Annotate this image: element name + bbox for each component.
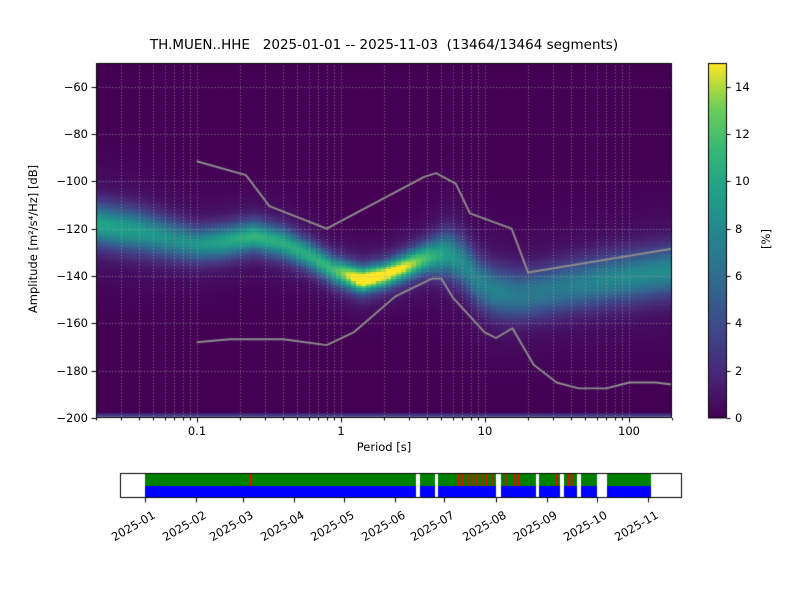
colorbar-tick-label: 8 [735, 222, 743, 236]
y-tick-label: −200 [56, 411, 88, 425]
y-tick-label: −160 [56, 316, 88, 330]
y-tick-label: −140 [56, 269, 88, 283]
x-axis-label: Period [s] [356, 440, 412, 454]
y-tick-label: −80 [63, 127, 88, 141]
colorbar-tick-label: 2 [735, 364, 743, 378]
plot-title: TH.MUEN..HHE 2025-01-01 -- 2025-11-03 (1… [149, 37, 619, 53]
y-tick-label: −100 [56, 174, 88, 188]
colorbar-label: [%] [759, 229, 773, 249]
x-tick-label: 100 [618, 424, 640, 438]
x-tick-label: 1 [337, 424, 345, 438]
y-axis-label: Amplitude [m²/s⁴/Hz] [dB] [26, 164, 40, 314]
x-tick-label: 0.1 [187, 424, 207, 438]
colorbar-tick-label: 6 [735, 269, 743, 283]
colorbar-tick-label: 4 [735, 316, 743, 330]
colorbar-tick-label: 14 [735, 80, 750, 94]
colorbar-tick-label: 0 [735, 411, 743, 425]
colorbar-tick-label: 12 [735, 127, 750, 141]
y-tick-label: −180 [56, 364, 88, 378]
y-tick-label: −60 [63, 80, 88, 94]
x-tick-label: 10 [477, 424, 493, 438]
y-tick-label: −120 [56, 222, 88, 236]
colorbar-tick-label: 10 [735, 174, 750, 188]
